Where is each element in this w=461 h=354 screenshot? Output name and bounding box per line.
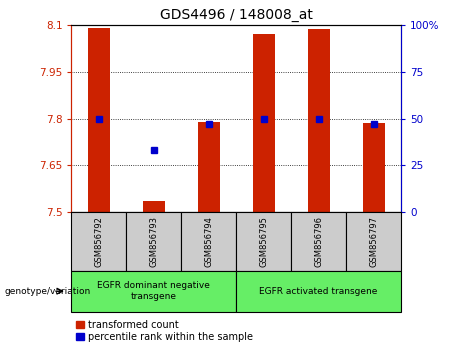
Text: GSM856795: GSM856795	[259, 216, 268, 267]
Bar	[363, 123, 384, 212]
Text: GSM856794: GSM856794	[204, 216, 213, 267]
Text: genotype/variation: genotype/variation	[5, 287, 91, 296]
Bar	[126, 212, 181, 271]
Bar	[236, 271, 401, 312]
Legend: transformed count, percentile rank within the sample: transformed count, percentile rank withi…	[77, 320, 253, 342]
Text: GSM856792: GSM856792	[95, 216, 103, 267]
Bar	[71, 271, 236, 312]
Bar	[198, 122, 220, 212]
Text: GSM856793: GSM856793	[149, 216, 159, 267]
Bar	[143, 201, 165, 212]
Bar	[88, 28, 110, 212]
Text: EGFR dominant negative
transgene: EGFR dominant negative transgene	[97, 281, 210, 301]
Bar	[253, 34, 275, 212]
Text: GSM856796: GSM856796	[314, 216, 323, 267]
Bar	[236, 212, 291, 271]
Text: GSM856797: GSM856797	[369, 216, 378, 267]
Bar	[291, 212, 346, 271]
Bar	[181, 212, 236, 271]
Title: GDS4496 / 148008_at: GDS4496 / 148008_at	[160, 8, 313, 22]
Bar	[346, 212, 401, 271]
Text: EGFR activated transgene: EGFR activated transgene	[260, 287, 378, 296]
Bar	[307, 29, 330, 212]
Bar	[71, 212, 126, 271]
